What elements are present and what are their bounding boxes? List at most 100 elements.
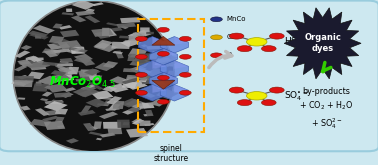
Polygon shape bbox=[146, 45, 167, 50]
Polygon shape bbox=[174, 84, 189, 93]
Circle shape bbox=[136, 90, 147, 95]
Polygon shape bbox=[42, 62, 58, 66]
Polygon shape bbox=[129, 58, 151, 67]
Polygon shape bbox=[106, 22, 119, 26]
Polygon shape bbox=[129, 66, 147, 73]
Polygon shape bbox=[149, 51, 160, 59]
Ellipse shape bbox=[13, 1, 174, 152]
Polygon shape bbox=[66, 138, 79, 144]
Circle shape bbox=[229, 87, 244, 93]
Polygon shape bbox=[53, 74, 71, 81]
Polygon shape bbox=[122, 107, 141, 115]
Polygon shape bbox=[126, 75, 147, 81]
Polygon shape bbox=[117, 120, 130, 128]
Polygon shape bbox=[97, 103, 109, 106]
Polygon shape bbox=[57, 125, 65, 128]
Text: O: O bbox=[227, 52, 232, 58]
Polygon shape bbox=[122, 82, 137, 88]
Polygon shape bbox=[67, 45, 84, 54]
Polygon shape bbox=[135, 67, 152, 74]
Polygon shape bbox=[139, 29, 151, 35]
Polygon shape bbox=[93, 40, 113, 49]
Polygon shape bbox=[18, 60, 37, 65]
Polygon shape bbox=[135, 55, 153, 60]
Polygon shape bbox=[103, 61, 118, 68]
Polygon shape bbox=[57, 67, 77, 76]
Polygon shape bbox=[67, 47, 88, 53]
Polygon shape bbox=[174, 61, 189, 69]
Polygon shape bbox=[128, 48, 147, 56]
Polygon shape bbox=[20, 45, 32, 50]
Polygon shape bbox=[100, 133, 116, 138]
Polygon shape bbox=[73, 86, 99, 97]
Polygon shape bbox=[44, 121, 65, 130]
Text: HSO$_5^-$: HSO$_5^-$ bbox=[284, 35, 312, 49]
Polygon shape bbox=[50, 99, 64, 105]
Polygon shape bbox=[27, 72, 45, 79]
Polygon shape bbox=[163, 49, 177, 57]
Polygon shape bbox=[128, 32, 140, 37]
Polygon shape bbox=[84, 86, 97, 91]
Polygon shape bbox=[160, 84, 189, 101]
Text: MnCo: MnCo bbox=[227, 16, 246, 22]
Polygon shape bbox=[47, 42, 70, 50]
Circle shape bbox=[270, 33, 284, 39]
Polygon shape bbox=[95, 31, 110, 39]
Polygon shape bbox=[27, 56, 41, 62]
Polygon shape bbox=[28, 31, 48, 38]
Circle shape bbox=[158, 51, 169, 56]
Polygon shape bbox=[31, 67, 46, 70]
Circle shape bbox=[211, 17, 222, 22]
Polygon shape bbox=[126, 76, 148, 82]
Polygon shape bbox=[94, 62, 115, 71]
Circle shape bbox=[246, 92, 267, 100]
Bar bbox=[138, 19, 204, 132]
Polygon shape bbox=[99, 112, 118, 119]
Polygon shape bbox=[52, 39, 70, 46]
Polygon shape bbox=[160, 37, 189, 53]
Polygon shape bbox=[158, 55, 177, 63]
Polygon shape bbox=[143, 113, 153, 116]
Polygon shape bbox=[81, 105, 91, 113]
Polygon shape bbox=[59, 25, 72, 30]
Polygon shape bbox=[128, 54, 146, 58]
Polygon shape bbox=[167, 70, 175, 77]
Polygon shape bbox=[36, 82, 42, 86]
Polygon shape bbox=[46, 83, 68, 93]
Polygon shape bbox=[141, 44, 148, 47]
Polygon shape bbox=[45, 110, 61, 116]
Polygon shape bbox=[29, 119, 51, 127]
Polygon shape bbox=[133, 33, 144, 38]
Polygon shape bbox=[74, 57, 92, 64]
Polygon shape bbox=[149, 73, 177, 89]
Circle shape bbox=[180, 90, 191, 95]
Text: SO$_4^{\bullet -}$: SO$_4^{\bullet -}$ bbox=[284, 89, 309, 102]
Polygon shape bbox=[83, 123, 95, 131]
Polygon shape bbox=[14, 50, 30, 58]
Polygon shape bbox=[44, 101, 68, 111]
Polygon shape bbox=[109, 27, 122, 32]
Polygon shape bbox=[42, 92, 53, 97]
Polygon shape bbox=[22, 81, 31, 84]
Polygon shape bbox=[113, 101, 124, 109]
Circle shape bbox=[136, 72, 147, 77]
Circle shape bbox=[158, 27, 169, 32]
Polygon shape bbox=[81, 74, 102, 81]
Polygon shape bbox=[62, 12, 74, 16]
Polygon shape bbox=[35, 108, 50, 116]
Polygon shape bbox=[17, 59, 33, 67]
Polygon shape bbox=[284, 8, 361, 79]
Polygon shape bbox=[55, 117, 65, 122]
Polygon shape bbox=[137, 71, 159, 80]
Polygon shape bbox=[152, 36, 175, 45]
Polygon shape bbox=[160, 61, 189, 77]
Polygon shape bbox=[123, 122, 129, 125]
Polygon shape bbox=[152, 37, 166, 45]
Polygon shape bbox=[139, 53, 155, 60]
Polygon shape bbox=[161, 60, 178, 68]
Polygon shape bbox=[119, 98, 142, 107]
Polygon shape bbox=[33, 25, 55, 34]
Polygon shape bbox=[158, 90, 175, 97]
Polygon shape bbox=[138, 61, 166, 77]
Polygon shape bbox=[20, 106, 31, 111]
